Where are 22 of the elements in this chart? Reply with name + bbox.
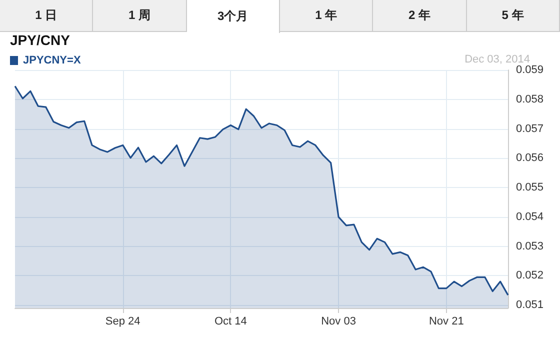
text: 1 周 [93, 0, 187, 32]
x-tick-label: Nov 21 [428, 316, 464, 328]
legend-label: JPYCNY=X [23, 54, 82, 66]
text: 5 年 [466, 0, 560, 32]
text: Dec 03, 2014 [464, 54, 530, 66]
text: 3个月 [186, 0, 280, 33]
y-tick-label: 0.055 [516, 182, 544, 194]
y-tick-label: 0.054 [516, 210, 544, 223]
x-tick-label: Nov 03 [321, 316, 356, 328]
y-tick-label: 0.052 [516, 270, 544, 282]
x-tick-label: Oct 14 [214, 316, 247, 328]
text: 2 年 [373, 0, 467, 32]
text: 1 年 [280, 0, 374, 32]
y-tick-label: 0.056 [516, 152, 544, 164]
chart-title: JPY/CNY [10, 32, 71, 48]
x-tick-label: Sep 24 [105, 316, 140, 328]
y-tick-label: 0.059 [516, 64, 544, 76]
y-tick-label: 0.051 [516, 299, 544, 312]
y-tick-label: 0.053 [516, 240, 544, 252]
y-tick-label: 0.057 [516, 122, 544, 135]
y-tick-label: 0.058 [516, 93, 544, 106]
text: 1 日 [0, 0, 94, 32]
